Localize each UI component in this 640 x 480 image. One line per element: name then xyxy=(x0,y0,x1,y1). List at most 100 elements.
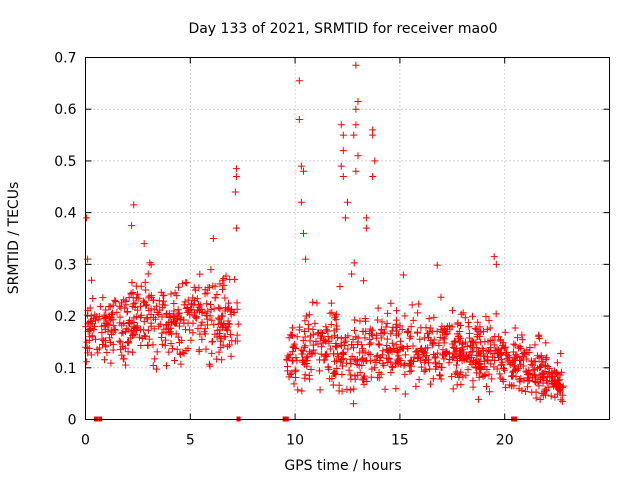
x-axis-label: GPS time / hours xyxy=(284,458,401,474)
data-point xyxy=(204,307,212,315)
data-point xyxy=(308,350,316,358)
data-point xyxy=(117,304,125,312)
data-point xyxy=(305,325,313,333)
data-point xyxy=(331,314,339,322)
data-point xyxy=(224,343,232,351)
data-point xyxy=(338,342,346,350)
data-point xyxy=(362,214,370,222)
data-point xyxy=(468,361,476,369)
data-point xyxy=(305,311,313,319)
data-point xyxy=(102,306,110,314)
data-point xyxy=(155,297,163,305)
data-point xyxy=(217,343,225,351)
data-point xyxy=(387,299,395,307)
data-point xyxy=(291,340,299,348)
data-point xyxy=(158,340,166,348)
data-point xyxy=(430,336,438,344)
data-point xyxy=(496,370,504,378)
data-point xyxy=(555,386,563,394)
data-point xyxy=(103,349,111,357)
data-point xyxy=(457,322,464,330)
data-point xyxy=(220,333,228,341)
data-point xyxy=(130,323,138,331)
data-point xyxy=(352,357,360,365)
data-point xyxy=(228,337,236,345)
data-point xyxy=(522,387,530,395)
data-point xyxy=(207,266,215,274)
data-point xyxy=(147,305,155,313)
data-point xyxy=(207,306,215,314)
data-point xyxy=(163,321,171,329)
data-point xyxy=(476,323,484,331)
data-point xyxy=(322,323,330,331)
data-point xyxy=(333,333,341,341)
x-tick-label: 0 xyxy=(81,433,90,449)
data-point xyxy=(473,356,481,364)
data-point xyxy=(517,374,525,382)
data-point xyxy=(200,328,208,336)
data-point xyxy=(487,336,495,344)
data-point xyxy=(197,321,205,329)
data-point xyxy=(481,371,489,379)
data-point xyxy=(153,302,161,310)
data-point xyxy=(201,290,209,298)
data-point xyxy=(137,311,145,319)
data-point xyxy=(502,384,510,392)
data-point xyxy=(347,360,355,368)
data-point xyxy=(94,349,102,357)
data-point xyxy=(356,349,364,357)
data-point xyxy=(345,366,353,374)
data-point xyxy=(361,334,369,342)
data-point xyxy=(486,324,494,332)
data-point xyxy=(192,312,200,320)
data-point xyxy=(105,321,113,329)
data-point xyxy=(405,362,413,370)
data-point xyxy=(134,306,142,314)
data-point xyxy=(332,343,340,351)
data-point xyxy=(434,349,442,357)
data-point xyxy=(109,316,117,324)
data-point xyxy=(100,356,108,364)
data-point xyxy=(186,311,194,319)
data-point xyxy=(206,362,214,370)
data-point xyxy=(218,312,226,320)
data-point xyxy=(170,307,178,315)
data-point xyxy=(348,352,356,360)
data-point xyxy=(82,358,90,366)
data-point xyxy=(495,333,503,341)
data-point xyxy=(337,162,345,170)
data-point xyxy=(536,395,544,403)
y-tick-label: 0.2 xyxy=(54,309,76,325)
data-point xyxy=(109,301,117,309)
data-point xyxy=(325,337,333,345)
data-point xyxy=(374,304,382,312)
data-point xyxy=(295,116,303,124)
data-point xyxy=(553,359,561,367)
data-point xyxy=(526,344,534,352)
data-point xyxy=(541,367,549,375)
data-point xyxy=(389,323,397,331)
data-point xyxy=(518,331,526,339)
data-point xyxy=(383,319,391,327)
data-point xyxy=(123,338,131,346)
data-point xyxy=(105,302,113,310)
data-point xyxy=(298,387,306,395)
data-point xyxy=(459,373,467,381)
data-point xyxy=(384,358,392,366)
data-point xyxy=(425,356,432,364)
data-point xyxy=(162,311,170,319)
data-point xyxy=(295,77,303,85)
data-point xyxy=(204,321,212,329)
data-point xyxy=(178,280,186,288)
chart-title: Day 133 of 2021, SRMTID for receiver mao… xyxy=(188,21,497,37)
data-point xyxy=(369,172,377,180)
data-point xyxy=(292,374,300,382)
data-point xyxy=(147,261,155,269)
data-point xyxy=(186,306,194,314)
data-point xyxy=(471,325,479,333)
data-point xyxy=(407,323,415,331)
data-point xyxy=(538,358,546,366)
data-point xyxy=(182,326,190,334)
data-point xyxy=(501,366,509,374)
data-point xyxy=(545,383,553,391)
